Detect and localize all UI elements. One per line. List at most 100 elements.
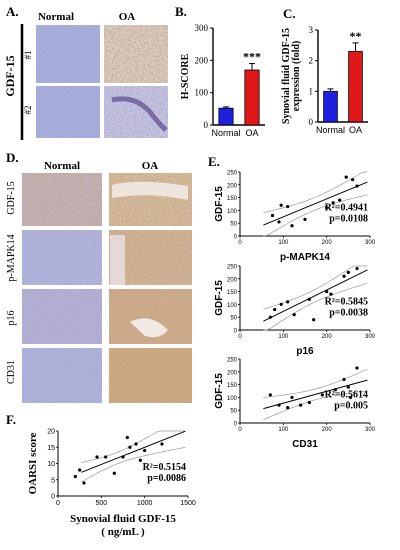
data-point [270,213,275,218]
y-tick-label: 20 [47,429,55,436]
data-point [134,442,138,446]
chart-b: 0 100 200 300 Normal OA *** H-SCORE [180,23,265,138]
panel-d-row-gdf15: GDF-15 [6,181,17,214]
x-tick-label: 100 [278,334,289,340]
data-point [333,388,337,392]
y-tick-label: 0 [234,235,238,241]
regression-line [263,379,368,410]
x-tick-label: 200 [322,334,333,340]
panel-a-row-label: GDF-15 [3,55,17,96]
data-point [95,455,99,459]
bar [218,107,234,126]
panel-a-row1-label: #1 [23,51,33,60]
data-point [342,274,346,278]
r-squared-label: R²=0.4941 [325,202,368,213]
panel-a-micrographs [36,25,168,138]
y-tick-label: 200 [227,183,238,189]
data-point [286,300,290,304]
data-point [355,266,359,271]
x-tick-label: Normal [211,128,240,138]
panel-d-normal-header: Normal [44,160,80,172]
y-tick-label: 100 [227,303,238,309]
data-point [342,377,346,382]
y-axis-label: expression (fold) [291,41,302,112]
confidence-band-lower [81,446,186,483]
x-tick-label: OA [245,128,258,138]
data-point [286,406,290,410]
r-squared-label: R²=0.5154 [143,462,186,473]
panel-d-row-cd31: CD31 [6,360,17,384]
y-tick-label: 250 [227,358,238,364]
x-tick-label: 200 [322,240,333,246]
panel-a-oa-header: OA [119,11,136,23]
y-tick-label: 0 [51,494,55,501]
panel-a-normal-header: Normal [38,11,74,23]
regression-line [81,430,186,473]
data-point [273,307,277,312]
y-tick-label: 100 [227,396,238,402]
confidence-band-upper [263,368,368,398]
panel-d-oa-header: OA [142,160,159,172]
y-tick-label: 50 [230,409,237,415]
y-tick-label: 0 [234,329,238,335]
significance-label: ** [350,29,362,43]
x-tick-label: 0 [56,500,60,507]
panel-b-letter: B. [175,4,187,19]
data-point [290,395,294,399]
x-tick-label: 300 [365,334,376,340]
p-value-label: p=0.0086 [147,473,186,484]
y-tick-label: 0 [309,117,314,127]
x-axis-label: Synovial fluid GDF-15 [70,513,176,525]
y-tick-label: 50 [230,316,237,322]
panel-d-row-p16: p16 [6,311,17,326]
confidence-band-upper [81,430,186,463]
x-axis-label: p-MAPK14 [280,252,330,263]
panel-e-letter: E. [208,154,220,169]
y-tick-label: 15 [47,445,55,452]
panel-a-row2-label: #2 [23,106,33,115]
y-tick-label: 150 [227,290,238,296]
x-tick-label: 1000 [137,500,153,507]
data-point [279,302,283,306]
y-tick-label: 100 [195,88,209,98]
p-value-label: p=0.0038 [329,307,368,318]
data-point [73,474,77,479]
panel-d-letter: D. [6,150,19,165]
data-point [286,204,290,209]
x-tick-label: 100 [278,240,289,246]
y-axis-label: OARSI score [27,432,39,494]
data-point [279,203,283,207]
data-point [344,175,348,179]
chart-c: 0 1 2 3 Normal OA ** Synovial fluid GDF-15 expre… [281,25,368,135]
data-point [138,458,142,462]
data-point [346,385,350,389]
x-tick-label: 500 [95,500,107,507]
y-tick-label: 0 [234,422,238,428]
data-point [292,313,296,317]
data-point [351,178,355,182]
x-axis-unit: ( ng/mL ) [101,526,145,538]
y-axis-label: GDF-15 [214,280,225,316]
data-point [268,315,272,319]
panel-d-row-pmapk14: p-MAPK14 [6,234,17,281]
y-tick-label: 5 [51,477,55,484]
data-point [277,403,281,407]
x-tick-label: Normal [316,125,345,135]
y-tick-label: 150 [227,383,238,389]
y-axis-label: GDF-15 [214,373,225,409]
bar [323,90,338,123]
r-squared-label: R²=0.5614 [325,389,368,400]
x-tick-label: 300 [365,240,376,246]
y-axis-label: GDF-15 [214,186,225,222]
chart-e3: 0 50 100 150 200 250 0 100 200 300 R²=0.5614p=0.00… [214,358,376,451]
data-point [290,224,294,228]
y-tick-label: 2 [309,56,314,66]
regression-line [263,269,368,322]
y-tick-label: 50 [230,222,237,228]
y-tick-label: 150 [227,196,238,202]
x-tick-label: 0 [238,334,242,340]
data-point [128,445,132,449]
data-point [277,220,281,224]
data-point [121,455,125,459]
